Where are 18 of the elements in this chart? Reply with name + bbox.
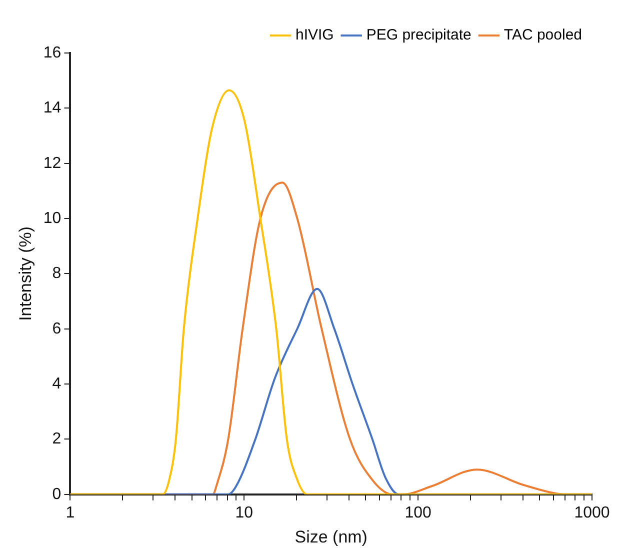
y-tick-label: 6 xyxy=(52,320,62,338)
x-axis-title: Size (nm) xyxy=(294,527,368,546)
y-tick-label: 10 xyxy=(43,210,62,227)
x-tick-label: 100 xyxy=(404,504,432,522)
y-tick-label: 8 xyxy=(52,265,62,282)
y-tick-label: 2 xyxy=(52,430,62,448)
y-tick-label: 14 xyxy=(43,100,62,117)
x-tick-label: 1000 xyxy=(574,504,610,522)
legend-label: PEG precipitate xyxy=(366,26,472,44)
y-tick-label: 16 xyxy=(43,44,62,62)
legend-label: hIVIG xyxy=(296,26,334,44)
x-tick-label: 10 xyxy=(235,504,254,522)
y-axis-title: Intensity (%) xyxy=(16,226,35,321)
y-tick-label: 4 xyxy=(52,375,62,392)
y-tick-label: 12 xyxy=(43,154,62,172)
x-tick-label: 1 xyxy=(66,504,75,522)
y-tick-label: 0 xyxy=(52,486,62,503)
legend-label: TAC pooled xyxy=(504,26,582,44)
